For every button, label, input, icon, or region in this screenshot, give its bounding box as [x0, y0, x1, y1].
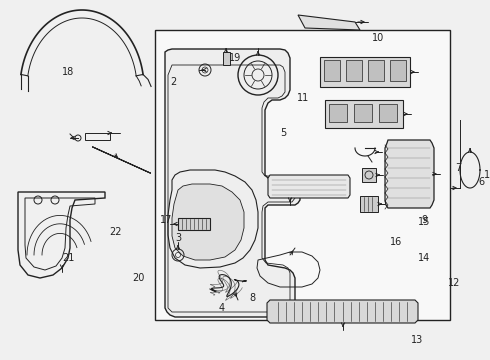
- Text: 11: 11: [297, 93, 309, 103]
- Polygon shape: [320, 57, 410, 87]
- Text: 19: 19: [229, 53, 241, 63]
- Text: 16: 16: [390, 237, 402, 247]
- Polygon shape: [360, 196, 378, 212]
- Text: 13: 13: [411, 335, 423, 345]
- Polygon shape: [379, 104, 397, 122]
- Polygon shape: [354, 104, 372, 122]
- Polygon shape: [267, 300, 418, 323]
- Text: 1: 1: [484, 170, 490, 180]
- Polygon shape: [178, 218, 210, 230]
- Polygon shape: [385, 140, 434, 208]
- Text: 18: 18: [62, 67, 74, 77]
- Polygon shape: [346, 60, 362, 81]
- Text: 22: 22: [109, 227, 121, 237]
- Text: 2: 2: [170, 77, 176, 87]
- Text: 21: 21: [62, 253, 74, 263]
- Text: 17: 17: [160, 215, 172, 225]
- Polygon shape: [92, 147, 151, 173]
- Polygon shape: [85, 133, 110, 140]
- Text: 4: 4: [219, 303, 225, 313]
- Text: 14: 14: [418, 253, 430, 263]
- Polygon shape: [268, 175, 350, 198]
- Text: 20: 20: [132, 273, 145, 283]
- Text: 12: 12: [448, 278, 461, 288]
- Text: 9: 9: [421, 215, 427, 225]
- Polygon shape: [325, 100, 403, 128]
- Polygon shape: [362, 168, 376, 182]
- Bar: [155, 30, 450, 320]
- Polygon shape: [165, 49, 300, 317]
- Text: 5: 5: [280, 128, 286, 138]
- Text: 3: 3: [175, 233, 181, 243]
- Text: 15: 15: [418, 217, 430, 227]
- Polygon shape: [298, 15, 360, 30]
- Polygon shape: [368, 60, 384, 81]
- Text: 7: 7: [455, 163, 461, 173]
- Polygon shape: [324, 60, 340, 81]
- Polygon shape: [172, 184, 244, 260]
- Text: 6: 6: [478, 177, 484, 187]
- Polygon shape: [223, 52, 230, 65]
- Polygon shape: [329, 104, 347, 122]
- Polygon shape: [390, 60, 406, 81]
- Text: 10: 10: [372, 33, 384, 43]
- Text: 8: 8: [249, 293, 255, 303]
